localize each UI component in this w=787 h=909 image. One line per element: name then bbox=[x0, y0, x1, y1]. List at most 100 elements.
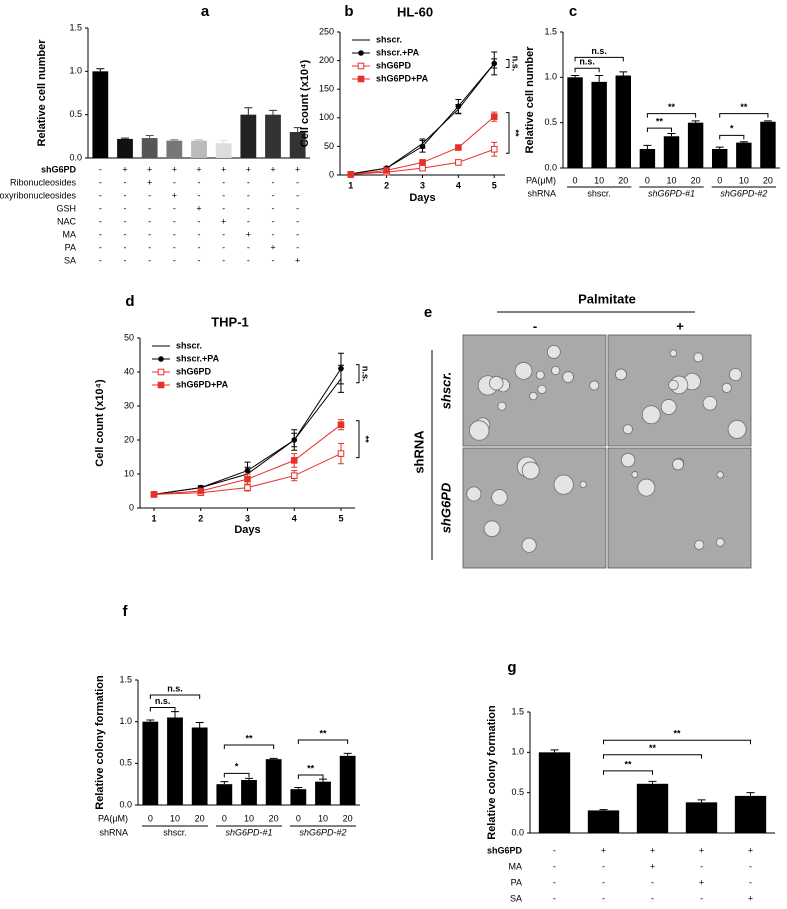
y-tick-label: 0.0 bbox=[511, 827, 524, 837]
group-label: shG6PD-#2 bbox=[720, 188, 767, 198]
row-cell: 0 bbox=[573, 175, 578, 185]
y-tick-label: 0 bbox=[329, 169, 334, 179]
bar bbox=[215, 143, 232, 158]
row-cell: + bbox=[221, 216, 226, 226]
row-cell: - bbox=[148, 242, 151, 252]
colony bbox=[521, 461, 540, 480]
colony bbox=[483, 520, 501, 537]
significance-bracket bbox=[356, 420, 360, 459]
row-cell: - bbox=[173, 203, 176, 213]
row-cell: - bbox=[124, 216, 127, 226]
marker bbox=[419, 164, 426, 172]
panel-label: g bbox=[507, 659, 516, 676]
row-cell: 20 bbox=[343, 813, 353, 823]
significance-bracket bbox=[223, 744, 275, 749]
group-label: shG6PD-#1 bbox=[225, 827, 272, 837]
row-cell: - bbox=[198, 190, 201, 200]
row-cell: - bbox=[198, 177, 201, 187]
row-cell: - bbox=[272, 203, 275, 213]
row-cell: - bbox=[222, 177, 225, 187]
row-cell: - bbox=[173, 229, 176, 239]
row-cell: 20 bbox=[763, 175, 773, 185]
row-cell: - bbox=[296, 203, 299, 213]
colony bbox=[620, 452, 636, 468]
panel-label: a bbox=[201, 3, 210, 20]
bar bbox=[216, 784, 233, 805]
row-cell: - bbox=[651, 877, 654, 887]
y-tick-label: 50 bbox=[324, 141, 334, 151]
bar bbox=[265, 759, 282, 805]
column-label: + bbox=[676, 318, 684, 333]
y-tick-label: 0.5 bbox=[544, 117, 557, 127]
row-cell: - bbox=[99, 203, 102, 213]
row-cell: 0 bbox=[717, 175, 722, 185]
row-cell: + bbox=[699, 845, 704, 855]
row-cell: + bbox=[147, 177, 152, 187]
bar bbox=[166, 140, 183, 158]
row-cell: - bbox=[602, 877, 605, 887]
significance-label: * bbox=[730, 124, 734, 134]
colony bbox=[466, 486, 482, 502]
error-bar bbox=[691, 120, 700, 123]
row-cell: - bbox=[296, 229, 299, 239]
row-cell: 10 bbox=[170, 813, 180, 823]
error-bar bbox=[219, 140, 228, 144]
row-cell: - bbox=[272, 216, 275, 226]
row-cell: - bbox=[602, 861, 605, 871]
row-cell: + bbox=[601, 845, 606, 855]
y-tick-label: 0.5 bbox=[119, 758, 132, 768]
significance-bracket bbox=[719, 134, 745, 140]
legend-label: shG6PD+PA bbox=[376, 73, 429, 83]
y-tick-label: 1.5 bbox=[119, 674, 132, 684]
colony bbox=[491, 489, 508, 506]
y-tick-label: 150 bbox=[319, 84, 334, 94]
x-tick-label: 5 bbox=[492, 180, 497, 190]
marker bbox=[337, 450, 345, 457]
panel-label: c bbox=[569, 3, 577, 20]
bar bbox=[191, 140, 207, 158]
marker bbox=[491, 60, 498, 67]
row-cell: - bbox=[222, 255, 225, 265]
significance-bracket bbox=[356, 364, 360, 384]
row-cell: - bbox=[148, 255, 151, 265]
bar bbox=[587, 810, 620, 833]
y-axis-label: Relative colony formation bbox=[486, 705, 498, 840]
group-label: shscr. bbox=[163, 827, 187, 837]
error-bar bbox=[319, 778, 327, 782]
row-cell: + bbox=[246, 229, 251, 239]
error-bar bbox=[595, 75, 604, 82]
row-cell: + bbox=[699, 877, 704, 887]
colony bbox=[589, 380, 600, 391]
marker bbox=[291, 437, 298, 443]
row-cell: - bbox=[173, 242, 176, 252]
error-bar bbox=[619, 71, 628, 76]
bar bbox=[241, 780, 257, 805]
marker bbox=[337, 421, 345, 428]
row-cell: - bbox=[272, 190, 275, 200]
y-tick-label: 1.0 bbox=[511, 747, 524, 757]
error-bar bbox=[293, 127, 302, 132]
row-cell: + bbox=[221, 164, 226, 174]
row-cell: + bbox=[196, 164, 201, 174]
marker bbox=[455, 103, 462, 110]
error-bar bbox=[121, 137, 129, 139]
row-cell: + bbox=[748, 845, 753, 855]
bar bbox=[167, 717, 183, 805]
y-axis-label: Relative cell number bbox=[524, 46, 536, 154]
row-cell: - bbox=[272, 255, 275, 265]
y-tick-label: 0 bbox=[129, 502, 134, 512]
row-cell: - bbox=[148, 229, 151, 239]
significance-label: ** bbox=[668, 102, 676, 112]
row-cell: 20 bbox=[195, 813, 205, 823]
row-label: PA(μM) bbox=[98, 813, 128, 823]
significance-label: ** bbox=[511, 129, 521, 137]
bar bbox=[141, 138, 158, 158]
bar bbox=[639, 148, 656, 168]
colony bbox=[521, 537, 537, 553]
row-cell: - bbox=[124, 242, 127, 252]
colony bbox=[637, 478, 656, 497]
colony bbox=[535, 370, 545, 380]
legend-label: shscr. bbox=[176, 340, 202, 350]
row-cell: 10 bbox=[739, 175, 749, 185]
significance-bracket bbox=[149, 707, 176, 712]
